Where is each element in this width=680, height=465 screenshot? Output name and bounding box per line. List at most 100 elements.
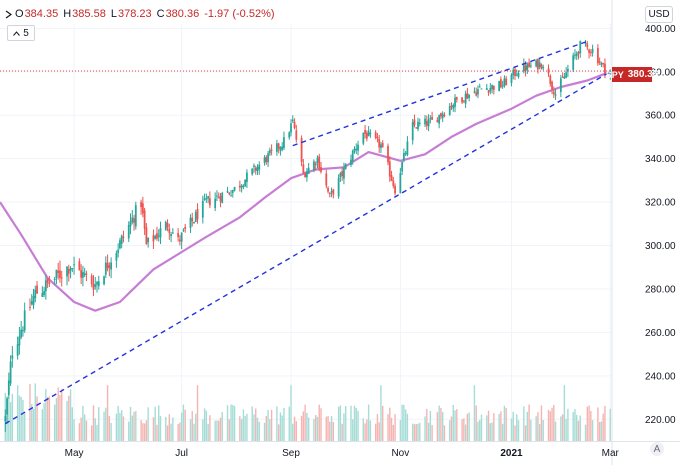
volume-bar: [78, 423, 81, 441]
candle-body: [43, 291, 45, 295]
volume-bar: [91, 425, 93, 441]
volume-bar: [417, 423, 419, 441]
candle-body: [392, 180, 395, 187]
volume-bar: [493, 413, 495, 441]
volume-bar: [152, 417, 155, 441]
volume-bar: [572, 411, 574, 441]
y-tick-label: 400.00: [645, 24, 676, 35]
candle-body: [401, 161, 404, 172]
candle-body: [156, 233, 158, 239]
volume-bar: [191, 410, 193, 441]
candle-body: [501, 85, 504, 87]
candle-body: [157, 235, 160, 237]
candle-body: [275, 143, 278, 152]
volume-bar: [92, 405, 95, 441]
volume-bar: [538, 424, 541, 441]
volume-bar: [560, 416, 562, 441]
volume-bar: [18, 395, 21, 441]
currency-button[interactable]: USD: [645, 6, 673, 23]
candle-body: [85, 273, 88, 275]
candle-body: [561, 76, 564, 78]
candle-body: [344, 164, 347, 169]
auto-scale-button[interactable]: A: [650, 442, 664, 456]
volume-bar: [258, 421, 260, 441]
volume-bar: [498, 413, 500, 441]
volume-bar: [352, 419, 354, 441]
x-tick-label: Nov: [391, 448, 409, 459]
volume-bar: [517, 420, 520, 441]
candle-body: [524, 65, 527, 71]
volume-bar: [46, 396, 49, 441]
candle-body: [110, 262, 113, 270]
volume-bar: [267, 409, 269, 441]
candle-body: [291, 119, 294, 122]
volume-bar: [523, 406, 525, 441]
candle-body: [411, 122, 414, 141]
candle-body: [30, 301, 33, 305]
volume-bar: [477, 421, 479, 441]
volume-bar: [353, 405, 356, 441]
volume-bar: [431, 425, 433, 441]
volume-bar: [202, 419, 204, 441]
candle-body: [436, 119, 439, 123]
volume-bar: [440, 408, 442, 441]
volume-bar: [419, 422, 421, 441]
volume-bar: [195, 413, 197, 441]
candle-body: [133, 218, 135, 223]
candle-body: [253, 165, 255, 168]
volume-bar: [129, 406, 132, 441]
volume-bar: [524, 425, 527, 441]
candle-body: [104, 262, 107, 275]
volume-bar: [8, 398, 10, 441]
candle-body: [217, 197, 220, 199]
volume-bar: [166, 425, 169, 441]
volume-bar: [159, 416, 162, 441]
candle-body: [604, 63, 606, 74]
volume-bar: [505, 408, 507, 441]
candle-body: [117, 249, 120, 253]
volume-bar: [390, 417, 393, 441]
candle-body: [122, 236, 125, 238]
volume-bar: [516, 414, 518, 441]
candle-body: [503, 78, 506, 87]
candle-body: [547, 68, 550, 74]
volume-bar: [110, 422, 112, 441]
candle-body: [244, 179, 247, 187]
candle-body: [499, 79, 502, 88]
candle-body: [270, 149, 273, 151]
volume-bar: [307, 417, 310, 441]
candle-body: [350, 159, 352, 165]
volume-bar: [454, 410, 456, 441]
collapse-arrow-icon[interactable]: [5, 10, 12, 19]
volume-bar: [576, 414, 578, 441]
candle-body: [429, 118, 432, 120]
candle-body: [473, 91, 476, 93]
candle-body: [226, 191, 229, 193]
volume-bar: [135, 411, 137, 441]
candle-body: [328, 193, 331, 195]
candle-body: [48, 282, 51, 285]
candle-body: [542, 67, 545, 69]
volume-bar: [283, 407, 285, 441]
candle-body: [464, 93, 467, 104]
candle-body: [281, 146, 284, 150]
candle-body: [283, 137, 285, 148]
volume-bar: [602, 413, 604, 441]
volume-bar: [43, 403, 45, 441]
candle-body: [164, 221, 167, 231]
volume-bar: [574, 409, 576, 441]
candle-body: [145, 227, 148, 245]
volume-bar: [170, 423, 172, 441]
candle-body: [201, 200, 204, 218]
volume-bar: [565, 418, 567, 441]
volume-bar: [332, 421, 335, 441]
candle-body: [194, 212, 197, 223]
interval-toggle-button[interactable]: 5: [7, 25, 35, 41]
candle-body: [404, 152, 407, 154]
volume-bar: [120, 410, 123, 441]
candle-body: [454, 97, 456, 107]
candle-body: [177, 232, 180, 237]
volume-bar: [94, 418, 96, 441]
volume-bar: [106, 385, 109, 441]
